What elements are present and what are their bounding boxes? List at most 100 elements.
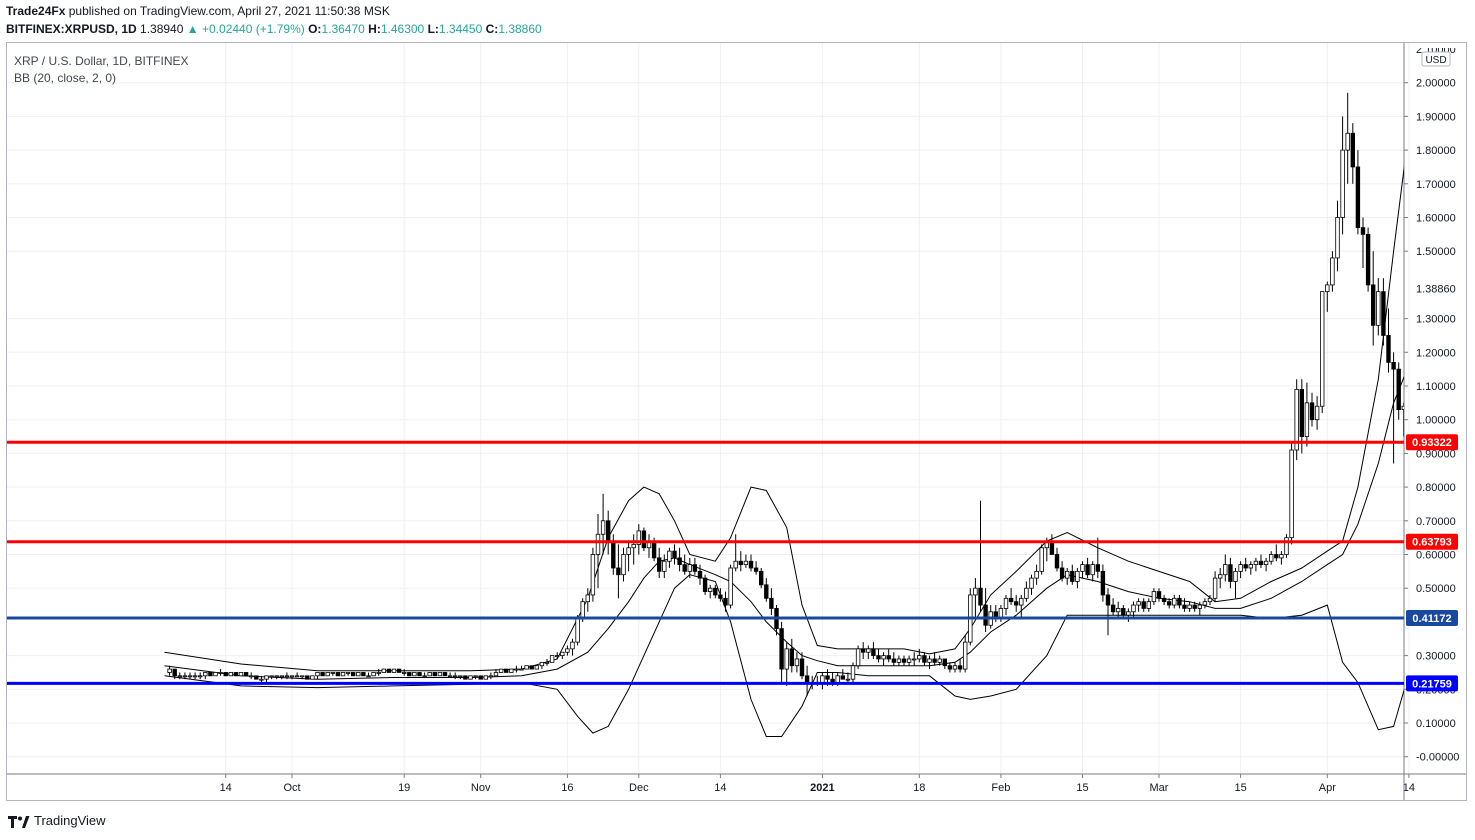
candle-body	[248, 675, 254, 678]
candle	[789, 638, 794, 673]
candle	[682, 554, 687, 575]
candle-body	[427, 672, 432, 677]
candle	[233, 672, 239, 677]
candle-body	[1228, 564, 1233, 582]
candle	[203, 672, 208, 680]
candle	[218, 669, 223, 676]
candle	[570, 638, 575, 656]
candle	[274, 675, 279, 680]
candle	[1258, 554, 1264, 568]
candle	[1085, 557, 1090, 579]
candle	[718, 588, 723, 602]
candle-body	[335, 672, 341, 677]
publish-info: Trade24Fx published on TradingView.com, …	[6, 4, 390, 18]
candle	[636, 524, 641, 555]
candle	[187, 672, 193, 680]
candle	[468, 675, 473, 680]
candle	[356, 672, 361, 677]
candle	[585, 588, 590, 612]
candle-body	[555, 655, 560, 657]
candle-body	[167, 668, 172, 673]
candle	[289, 675, 295, 680]
candle	[779, 621, 784, 683]
candle-body	[978, 587, 983, 606]
candle-body	[1090, 564, 1095, 576]
candle-body	[1258, 560, 1264, 566]
candle-body	[1381, 291, 1386, 336]
candle	[942, 658, 947, 670]
candle-body	[407, 672, 412, 677]
candle	[1187, 601, 1192, 612]
candle-body	[1182, 604, 1187, 609]
currency-badge[interactable]	[1421, 51, 1451, 67]
legend-indicator: BB (20, close, 2, 0)	[14, 71, 117, 85]
candle-body	[1335, 217, 1340, 259]
x-tick-label: 14	[714, 782, 726, 794]
candle	[738, 551, 743, 572]
candle	[177, 672, 182, 680]
x-tick-label: Dec	[629, 782, 649, 794]
candle	[1126, 608, 1131, 622]
candle-body	[274, 675, 279, 678]
candle	[1177, 594, 1182, 609]
candle-body	[963, 641, 968, 670]
candle-body	[1376, 291, 1381, 326]
candle-body	[580, 601, 585, 619]
candle-body	[804, 675, 810, 683]
y-tick-label: 1.00000	[1416, 415, 1456, 427]
candle	[376, 669, 381, 676]
candle	[662, 554, 667, 579]
candle-body	[667, 550, 672, 562]
candle-body	[452, 675, 458, 678]
candle-body	[1248, 564, 1253, 569]
candle	[641, 527, 647, 552]
low-value: 1.34450	[438, 22, 483, 36]
candle-body	[345, 672, 351, 674]
candle	[866, 645, 871, 659]
candle-body	[1304, 402, 1310, 437]
candle-body	[973, 587, 978, 596]
level-label-badge	[1406, 675, 1458, 692]
candle	[427, 672, 432, 677]
last-price: 1.38940	[140, 22, 184, 36]
footer-brand-text: TradingView	[34, 813, 106, 828]
candle-body	[662, 560, 667, 572]
x-tick-label: 14	[220, 782, 232, 794]
y-tick-label: 1.10000	[1416, 381, 1456, 393]
candle	[978, 500, 983, 612]
candle	[896, 655, 902, 666]
candle	[1335, 200, 1340, 272]
candle-body	[1161, 597, 1167, 603]
candle-body	[820, 675, 825, 683]
candle	[315, 672, 320, 680]
candle-body	[401, 672, 407, 674]
candle	[784, 642, 789, 686]
candle	[1070, 564, 1075, 585]
candle	[254, 675, 259, 680]
candle	[407, 672, 412, 677]
candle	[473, 675, 478, 680]
candle-body	[1024, 587, 1029, 599]
candle	[483, 675, 488, 680]
candle	[213, 672, 218, 677]
y-tick-label: 2.00000	[1416, 78, 1456, 90]
candle	[1172, 594, 1177, 609]
candle-body	[437, 672, 443, 677]
candle	[345, 672, 351, 676]
candle-body	[299, 675, 305, 678]
candle	[560, 651, 565, 659]
candle-body	[1289, 449, 1294, 539]
candle-body	[1253, 560, 1259, 566]
candle-body	[1284, 537, 1289, 555]
footer-brand[interactable]: TradingView	[8, 813, 106, 828]
candle-body	[233, 672, 239, 677]
candle-body	[845, 678, 851, 681]
candle-body	[606, 520, 611, 542]
candle-body	[1309, 402, 1315, 421]
candle	[708, 584, 713, 599]
x-tick-label: Nov	[471, 782, 491, 794]
candle	[396, 668, 402, 673]
candle-body	[1085, 564, 1090, 576]
candle	[764, 578, 769, 602]
